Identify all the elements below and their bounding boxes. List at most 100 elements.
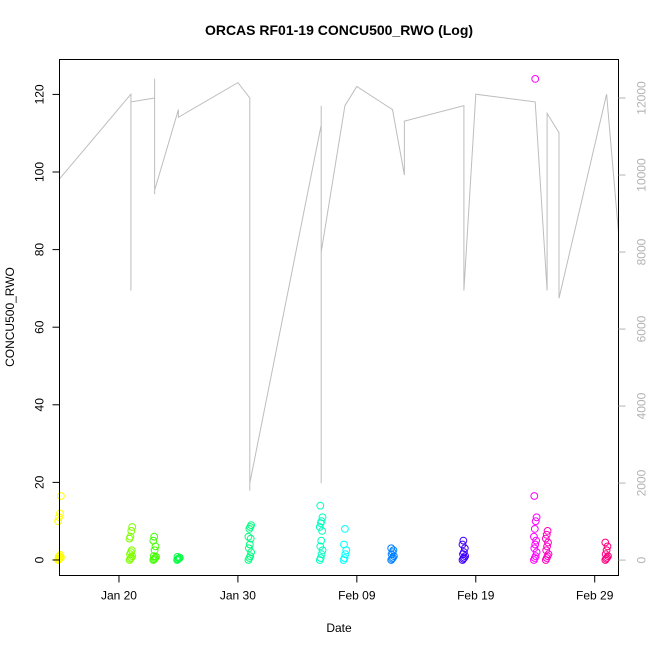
data-point: [127, 553, 136, 562]
data-point: [543, 527, 552, 535]
x-tick-label: Feb 29: [576, 589, 614, 603]
plot-frame: [59, 59, 619, 576]
data-point: [126, 532, 135, 541]
x-tick-label: Jan 20: [101, 589, 137, 603]
data-point: [530, 532, 538, 541]
data-point: [318, 527, 327, 535]
data-point: [544, 550, 553, 559]
data-point: [317, 550, 326, 559]
data-point: [150, 532, 159, 541]
data-point: [532, 548, 541, 557]
data-points: [54, 75, 612, 564]
data-point: [460, 553, 469, 562]
data-point: [458, 556, 467, 564]
flight-series-6: [315, 501, 327, 564]
data-point: [532, 536, 540, 545]
flight-series-3: [149, 532, 160, 564]
data-point: [461, 552, 470, 560]
data-point: [601, 538, 610, 547]
data-point: [601, 550, 610, 559]
y-tick-label: 0: [33, 556, 47, 563]
data-point: [604, 552, 612, 560]
data-point: [531, 75, 540, 83]
flight-series-4: [173, 553, 184, 564]
data-point: [541, 534, 550, 543]
data-point: [173, 556, 182, 564]
data-point: [542, 530, 551, 539]
data-point: [387, 544, 396, 553]
y-tick-label: 100: [33, 162, 47, 182]
y-tick-label: 20: [33, 475, 47, 489]
data-point: [127, 527, 136, 535]
data-point: [530, 525, 539, 533]
data-point: [245, 544, 253, 553]
data-point: [531, 517, 540, 526]
y2-tick-label: 8000: [635, 238, 649, 265]
data-point: [603, 542, 612, 551]
flight-series-11: [541, 527, 553, 564]
x-tick-label: Jan 30: [220, 589, 256, 603]
flight-series-5: [244, 521, 256, 564]
data-point: [544, 538, 552, 547]
data-point: [530, 544, 539, 553]
x-axis-label: Date: [326, 621, 352, 635]
data-point: [175, 554, 183, 563]
data-point: [316, 554, 325, 562]
data-point: [341, 550, 350, 559]
x-axis: Jan 20 Jan 30 Feb 09 Feb 19 Feb 29: [101, 575, 614, 603]
data-point: [127, 546, 136, 555]
data-point: [340, 554, 349, 562]
altitude-trace: [59, 74, 619, 491]
data-point: [601, 556, 610, 564]
data-point: [149, 552, 158, 560]
data-point: [459, 536, 468, 545]
data-point: [389, 553, 397, 562]
y-axis-left: 0 20 40 60 80 100 120: [33, 84, 60, 563]
y2-tick-label: 2000: [635, 469, 649, 496]
data-point: [542, 546, 551, 555]
data-point: [387, 556, 396, 564]
y2-tick-label: 10000: [635, 158, 649, 192]
flight-series-10: [530, 75, 541, 564]
data-point: [460, 544, 469, 553]
data-point: [151, 554, 160, 562]
y-axis-label: CONCU500_RWO: [3, 267, 17, 367]
data-point: [56, 551, 65, 559]
y-tick-label: 60: [33, 320, 47, 334]
data-point: [125, 556, 134, 564]
data-point: [150, 546, 159, 555]
data-point: [389, 546, 398, 555]
data-point: [57, 492, 65, 500]
data-point: [317, 536, 326, 545]
data-point: [128, 552, 137, 560]
data-point: [390, 552, 398, 560]
data-point: [246, 534, 255, 543]
data-point: [543, 542, 551, 551]
data-point: [150, 555, 159, 564]
data-point: [341, 525, 349, 533]
data-point: [317, 517, 326, 526]
data-point: [54, 517, 62, 526]
data-point: [128, 523, 137, 531]
x-tick-label: Feb 19: [457, 589, 495, 603]
data-point: [173, 553, 182, 561]
flight-series-7: [339, 525, 351, 564]
data-point: [602, 546, 611, 555]
y2-tick-label: 12000: [635, 81, 649, 115]
flight-series-2: [125, 523, 137, 564]
data-point: [316, 542, 325, 551]
y-tick-label: 120: [33, 84, 47, 104]
data-point: [460, 548, 468, 557]
altitude-line: [59, 74, 619, 491]
data-point: [149, 536, 158, 545]
y2-tick-label: 0: [635, 556, 649, 563]
data-point: [315, 523, 324, 531]
data-point: [246, 552, 255, 560]
chart-title: ORCAS RF01-19 CONCU500_RWO (Log): [205, 22, 473, 38]
y-tick-label: 40: [33, 398, 47, 412]
x-tick-label: Feb 09: [338, 589, 376, 603]
flight-series-9: [458, 536, 470, 564]
flight-series-12: [601, 538, 612, 564]
data-point: [247, 548, 256, 557]
data-point: [247, 521, 256, 529]
